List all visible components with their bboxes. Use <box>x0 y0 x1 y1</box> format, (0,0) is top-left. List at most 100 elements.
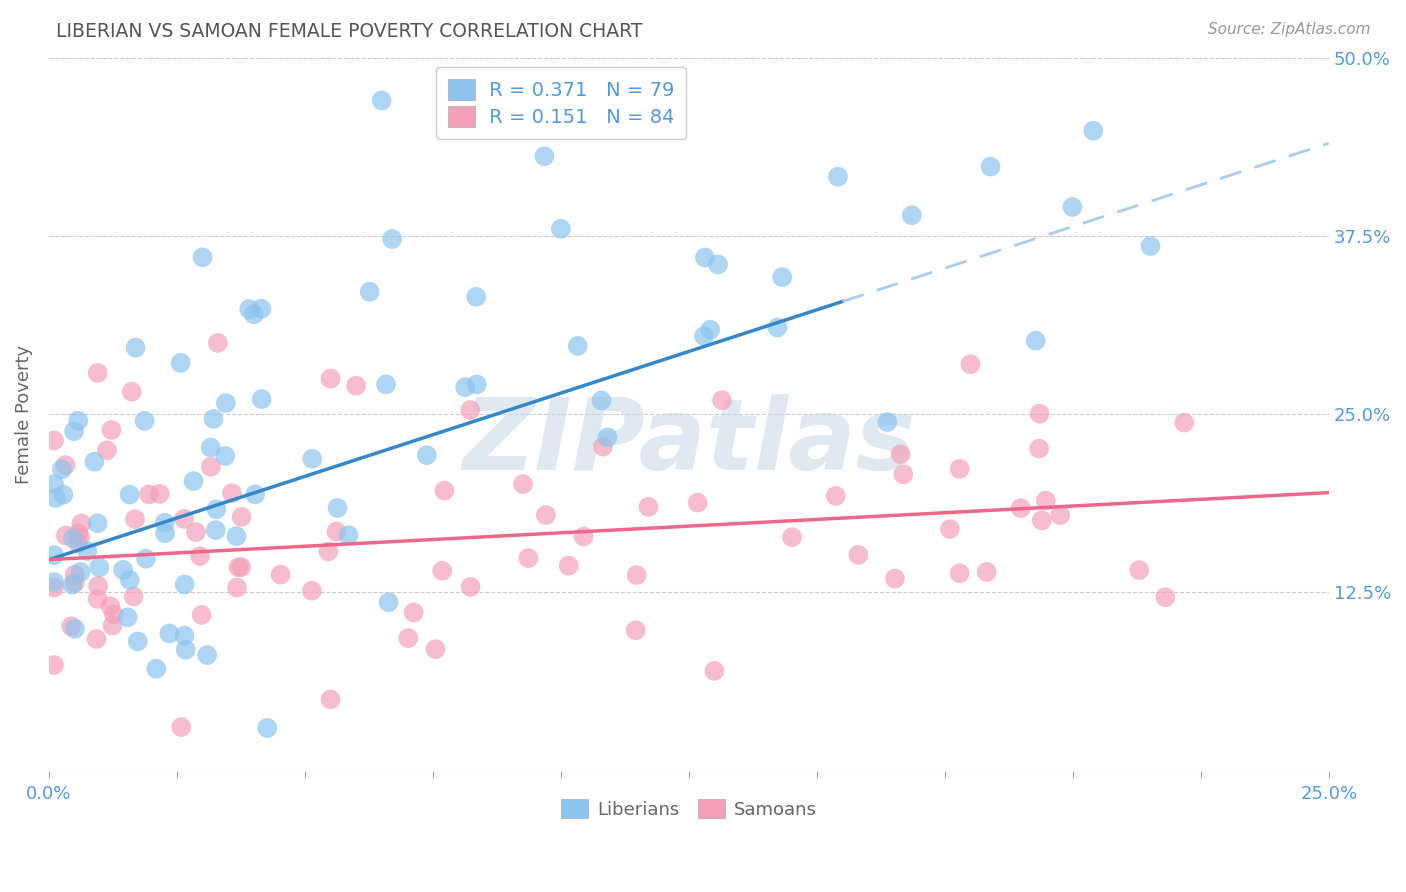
Point <box>67 526 90 541</box>
Point <box>70 516 93 531</box>
Point <box>396 631 419 645</box>
Point <box>550 222 572 236</box>
Point <box>200 459 222 474</box>
Point <box>134 414 156 428</box>
Point <box>135 551 157 566</box>
Point <box>432 564 454 578</box>
Point <box>153 526 176 541</box>
Point <box>122 590 145 604</box>
Point <box>711 393 734 408</box>
Point <box>145 662 167 676</box>
Point <box>949 566 972 581</box>
Point <box>512 477 534 491</box>
Point <box>901 208 924 222</box>
Point <box>215 396 238 410</box>
Point <box>824 489 846 503</box>
Point <box>138 487 160 501</box>
Point <box>195 648 218 662</box>
Point <box>231 509 253 524</box>
Point <box>83 455 105 469</box>
Point <box>243 487 266 501</box>
Point <box>592 440 614 454</box>
Point <box>766 320 789 334</box>
Point <box>242 307 264 321</box>
Point <box>202 412 225 426</box>
Point <box>557 558 579 573</box>
Point <box>375 377 398 392</box>
Point <box>174 642 197 657</box>
Point <box>1031 513 1053 527</box>
Point <box>325 524 347 539</box>
Point <box>465 377 488 392</box>
Point <box>318 544 340 558</box>
Point <box>127 634 149 648</box>
Point <box>1128 563 1150 577</box>
Point <box>402 606 425 620</box>
Point <box>87 579 110 593</box>
Point <box>118 573 141 587</box>
Point <box>637 500 659 514</box>
Point <box>976 565 998 579</box>
Point <box>173 577 195 591</box>
Point <box>238 301 260 316</box>
Point <box>319 692 342 706</box>
Point <box>221 486 243 500</box>
Text: LIBERIAN VS SAMOAN FEMALE POVERTY CORRELATION CHART: LIBERIAN VS SAMOAN FEMALE POVERTY CORREL… <box>56 22 643 41</box>
Point <box>86 592 108 607</box>
Point <box>1173 416 1195 430</box>
Point <box>460 580 482 594</box>
Point <box>207 335 229 350</box>
Point <box>693 329 716 343</box>
Point <box>63 424 86 438</box>
Point <box>250 392 273 406</box>
Point <box>1154 590 1177 604</box>
Point <box>89 560 111 574</box>
Point <box>319 371 342 385</box>
Point <box>1028 407 1050 421</box>
Y-axis label: Female Poverty: Female Poverty <box>15 344 32 483</box>
Point <box>959 357 981 371</box>
Point <box>191 250 214 264</box>
Point <box>454 380 477 394</box>
Point <box>301 451 323 466</box>
Point <box>96 443 118 458</box>
Point <box>173 629 195 643</box>
Point <box>86 632 108 646</box>
Point <box>173 512 195 526</box>
Point <box>100 423 122 437</box>
Point <box>60 619 83 633</box>
Point <box>416 448 439 462</box>
Point <box>63 575 86 590</box>
Point <box>118 487 141 501</box>
Point <box>101 618 124 632</box>
Point <box>153 516 176 530</box>
Point <box>86 366 108 380</box>
Point <box>381 232 404 246</box>
Point <box>707 257 730 271</box>
Point <box>567 339 589 353</box>
Point <box>301 583 323 598</box>
Point <box>124 341 146 355</box>
Point <box>1035 493 1057 508</box>
Point <box>1049 508 1071 522</box>
Point <box>190 607 212 622</box>
Point <box>55 528 77 542</box>
Point <box>226 581 249 595</box>
Point <box>377 595 399 609</box>
Point <box>42 658 65 673</box>
Point <box>370 94 392 108</box>
Point <box>1010 501 1032 516</box>
Point <box>231 560 253 574</box>
Point <box>425 642 447 657</box>
Point <box>169 356 191 370</box>
Point <box>100 599 122 614</box>
Point <box>205 502 228 516</box>
Point <box>45 491 67 505</box>
Point <box>980 160 1002 174</box>
Point <box>533 149 555 163</box>
Point <box>827 169 849 184</box>
Point <box>76 544 98 558</box>
Text: Source: ZipAtlas.com: Source: ZipAtlas.com <box>1208 22 1371 37</box>
Point <box>228 560 250 574</box>
Point <box>117 610 139 624</box>
